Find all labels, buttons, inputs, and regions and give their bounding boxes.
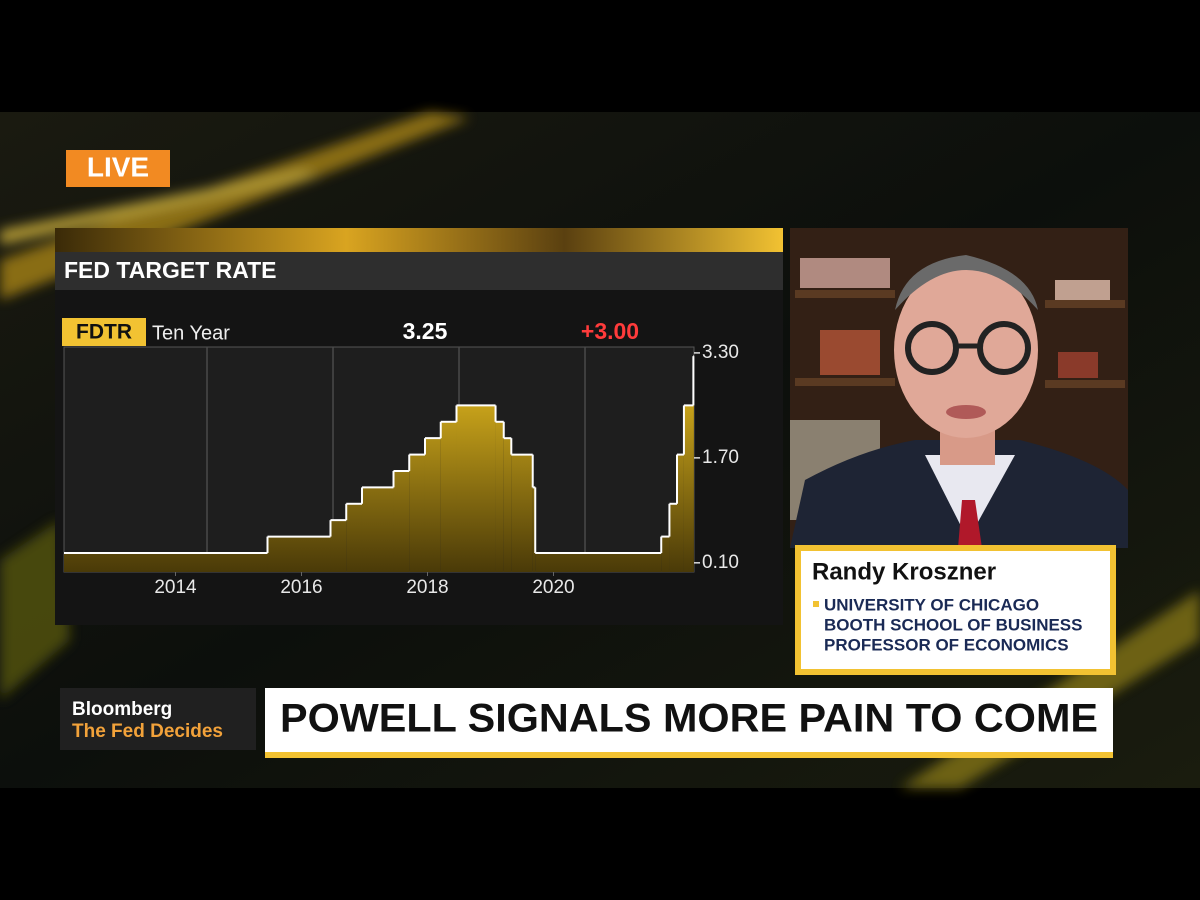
x-tick-label: 2016 [280,577,322,598]
x-tick-label: 2014 [154,577,197,598]
area-step [676,454,684,572]
ticker-badge [62,318,146,346]
live-label: LIVE [87,151,149,182]
headline-bar [265,688,1113,752]
y-tick-label: 3.30 [702,342,739,363]
change: +3.00 [581,318,639,344]
ticker: FDTR [76,321,132,344]
area-step [424,438,441,572]
program: The Fed Decides [72,721,223,742]
area-step [346,503,362,572]
chart-title: FED TARGET RATE [64,257,277,283]
area-step [503,438,512,572]
x-tick-label: 2020 [532,577,574,598]
last-value: 3.25 [403,318,448,344]
area-step [661,536,670,572]
guest-line: PROFESSOR OF ECONOMICS [824,635,1069,654]
area-step [683,405,694,572]
y-tick-label: 1.70 [702,447,739,468]
x-tick-label: 2018 [406,577,448,598]
plot: 2014 2016 2018 2020 0.10 1.70 3.30 [64,342,739,598]
show-badge [60,688,256,750]
area-step [64,552,268,572]
guest-line: UNIVERSITY OF CHICAGO [824,595,1039,614]
panel-stripe [55,228,783,252]
area-step [511,454,533,572]
area-step [456,405,496,572]
title-bar [55,252,783,290]
area-step [440,421,457,572]
area-step [535,552,662,572]
area-step [361,487,394,572]
period: Ten Year [152,322,230,344]
bullet [813,601,819,607]
area-step [330,520,347,572]
live-badge [66,150,170,187]
area-step [409,454,425,572]
area-step [669,503,677,572]
area-step [532,487,536,572]
area-step [267,536,331,572]
brand: Bloomberg [72,699,172,720]
y-tick-label: 0.10 [702,552,739,573]
guest-line: BOOTH SCHOOL OF BUSINESS [824,615,1083,634]
guest-card [795,545,1116,675]
area-step [693,356,694,572]
area-step [393,470,410,572]
guest-video [790,228,1128,548]
headline: POWELL SIGNALS MORE PAIN TO COME [280,697,1098,741]
guest-name: Randy Kroszner [812,558,996,585]
headline-underline [265,752,1113,758]
area-step [495,421,504,572]
